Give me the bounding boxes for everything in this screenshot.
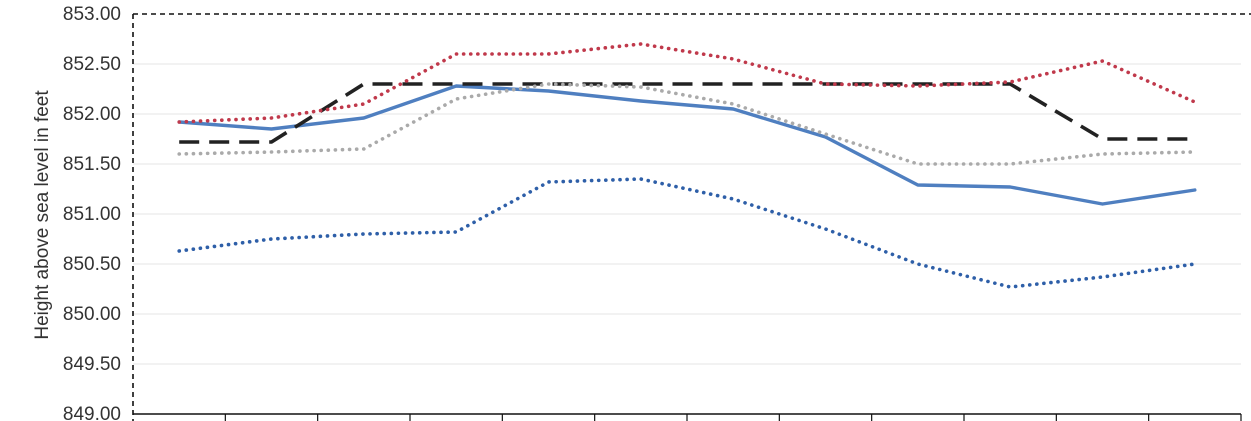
y-tick-label: 851.50 <box>63 154 121 175</box>
series-line-5 <box>177 177 1197 289</box>
series-line-4 <box>177 82 1197 166</box>
series-line-1 <box>177 84 1197 206</box>
series-line-3 <box>177 42 1197 124</box>
series-lines <box>177 42 1197 289</box>
series-line-2 <box>179 82 1195 144</box>
tick-labels: 853.00 852.50 852.00 851.50 851.00 850.50 850.… <box>63 4 121 421</box>
axes <box>132 13 1251 421</box>
y-tick-label: 850.00 <box>63 304 121 325</box>
y-tick-label: 852.50 <box>63 54 121 75</box>
y-tick-label: 851.00 <box>63 204 121 225</box>
gridlines <box>133 63 1241 365</box>
y-tick-label: 849.50 <box>63 354 121 375</box>
y-axis-label: Height above sea level in feet <box>32 90 53 340</box>
y-tick-label: 852.00 <box>63 104 121 125</box>
y-tick-label: 853.00 <box>63 4 121 25</box>
y-tick-label: 850.50 <box>63 254 121 275</box>
y-tick-label: 849.00 <box>63 404 121 421</box>
